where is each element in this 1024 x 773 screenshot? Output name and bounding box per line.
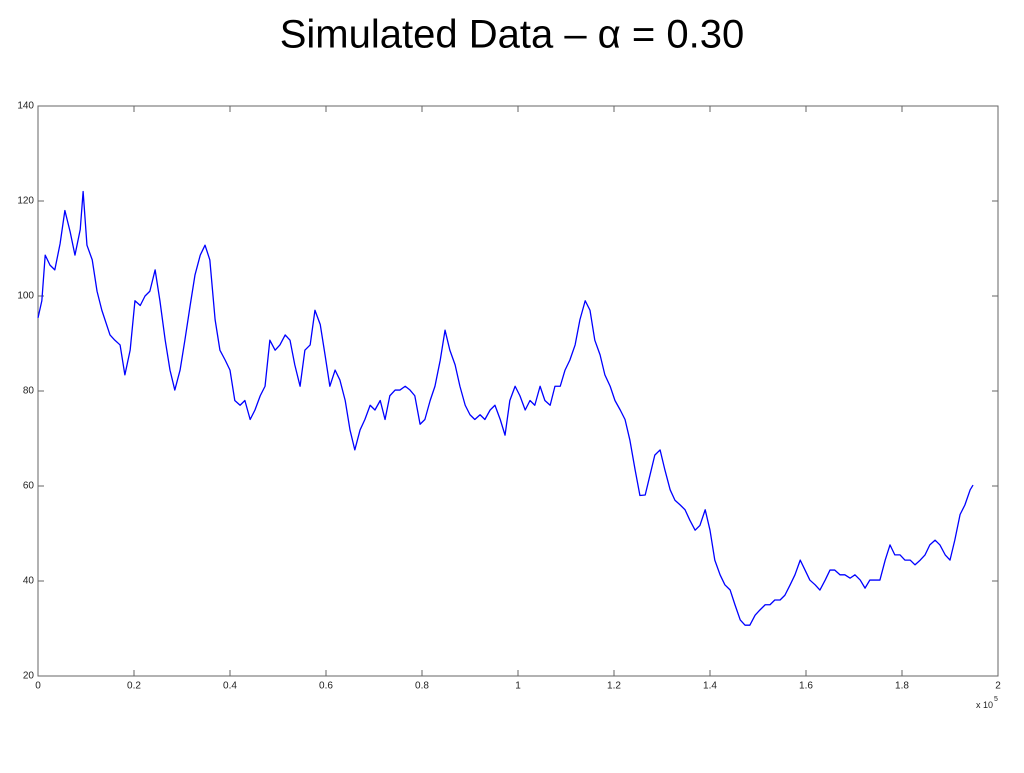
y-tick-label: 80 xyxy=(23,386,35,397)
y-tick-label: 60 xyxy=(23,481,35,492)
y-tick-label: 140 xyxy=(17,101,34,112)
y-tick-label: 20 xyxy=(23,671,35,682)
x-tick-label: 0.2 xyxy=(127,681,141,692)
x-tick-label: 0 xyxy=(35,681,41,692)
data-line xyxy=(37,190,974,626)
y-tick-label: 120 xyxy=(17,196,34,207)
x-tick-label: 0.8 xyxy=(415,681,429,692)
x-multiplier: x 10 xyxy=(976,700,993,710)
x-tick-label: 1.2 xyxy=(607,681,621,692)
y-tick-label: 40 xyxy=(23,576,35,587)
x-tick-label: 1.6 xyxy=(799,681,813,692)
x-tick-label: 1 xyxy=(515,681,521,692)
x-tick-label: 0.6 xyxy=(319,681,333,692)
x-tick-label: 0.4 xyxy=(223,681,237,692)
x-tick-label: 1.8 xyxy=(895,681,909,692)
x-tick-label: 1.4 xyxy=(703,681,717,692)
y-tick-label: 100 xyxy=(17,291,34,302)
x-tick-label: 2 xyxy=(995,681,1001,692)
chart-title: Simulated Data – α = 0.30 xyxy=(280,13,745,57)
x-multiplier-exponent: 5 xyxy=(994,696,998,703)
